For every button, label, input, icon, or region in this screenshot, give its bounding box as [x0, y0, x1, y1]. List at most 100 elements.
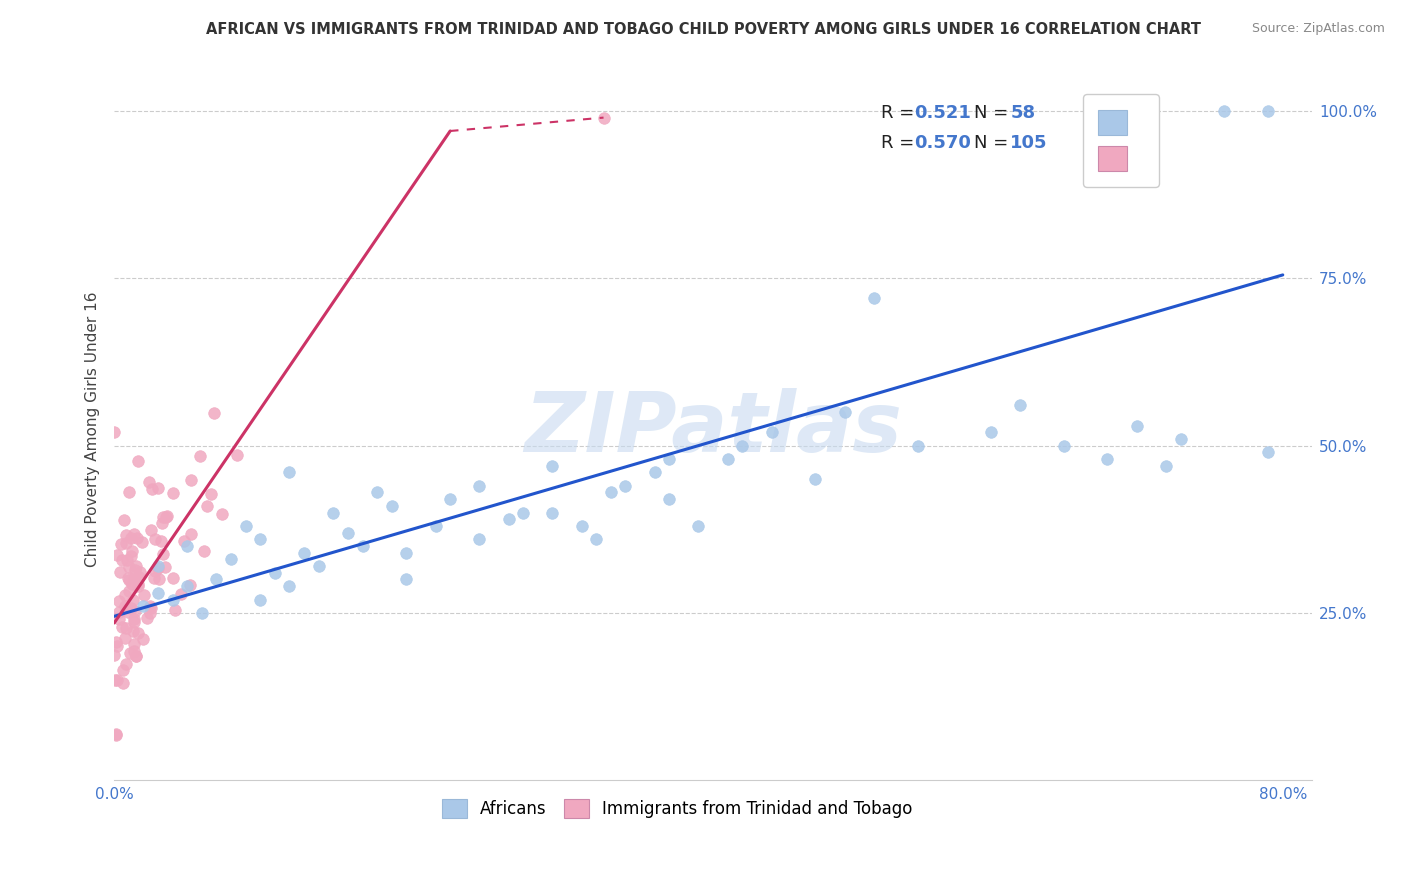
- Point: [1008, 399, 1031, 413]
- Point: [263, 566, 285, 580]
- Point: [1213, 103, 1236, 118]
- Point: [139, 606, 162, 620]
- Point: [155, 508, 177, 523]
- Point: [585, 533, 607, 547]
- Point: [152, 547, 174, 561]
- Point: [124, 563, 146, 577]
- Point: [1053, 439, 1076, 453]
- Point: [138, 599, 160, 613]
- Point: [125, 648, 148, 663]
- Text: N =: N =: [974, 104, 1014, 122]
- Point: [468, 479, 491, 493]
- Point: [117, 605, 139, 619]
- Point: [108, 566, 131, 580]
- Point: [599, 485, 621, 500]
- Point: [292, 546, 315, 560]
- Legend: Africans, Immigrants from Trinidad and Tobago: Africans, Immigrants from Trinidad and T…: [436, 793, 920, 825]
- Text: 0.570: 0.570: [914, 134, 972, 152]
- Point: [122, 527, 145, 541]
- Point: [219, 552, 242, 566]
- Point: [103, 648, 125, 662]
- Point: [120, 532, 142, 546]
- Point: [191, 606, 214, 620]
- Point: [105, 728, 128, 742]
- Point: [395, 546, 418, 560]
- Point: [122, 593, 145, 607]
- Point: [118, 573, 141, 587]
- Point: [124, 612, 146, 626]
- Point: [592, 111, 614, 125]
- Point: [162, 592, 184, 607]
- Point: [225, 448, 247, 462]
- Point: [124, 558, 146, 573]
- Text: Source: ZipAtlas.com: Source: ZipAtlas.com: [1251, 22, 1385, 36]
- Point: [122, 615, 145, 629]
- Point: [114, 657, 136, 672]
- Point: [122, 644, 145, 658]
- Point: [104, 635, 127, 649]
- Point: [107, 612, 129, 626]
- Point: [125, 532, 148, 546]
- Point: [658, 492, 681, 507]
- Point: [468, 533, 491, 547]
- Point: [118, 584, 141, 599]
- Point: [127, 454, 149, 468]
- Point: [104, 727, 127, 741]
- Point: [146, 560, 169, 574]
- Point: [170, 587, 193, 601]
- Point: [278, 579, 301, 593]
- Point: [200, 486, 222, 500]
- Point: [308, 559, 330, 574]
- Point: [103, 425, 125, 440]
- Point: [717, 452, 740, 467]
- Point: [127, 626, 149, 640]
- Point: [139, 524, 162, 538]
- Point: [731, 439, 754, 453]
- Point: [138, 475, 160, 489]
- Point: [249, 592, 271, 607]
- Point: [150, 516, 173, 531]
- Text: 105: 105: [1010, 134, 1047, 152]
- Point: [122, 571, 145, 585]
- Point: [366, 485, 388, 500]
- Point: [761, 425, 783, 440]
- Point: [141, 482, 163, 496]
- Point: [512, 506, 534, 520]
- Point: [162, 486, 184, 500]
- Point: [105, 640, 128, 654]
- Point: [114, 588, 136, 602]
- Point: [128, 566, 150, 580]
- Point: [179, 578, 201, 592]
- Point: [142, 571, 165, 585]
- Text: R =: R =: [880, 134, 920, 152]
- Point: [541, 458, 564, 473]
- Point: [146, 559, 169, 574]
- Point: [132, 632, 155, 647]
- Point: [155, 510, 177, 524]
- Point: [322, 506, 344, 520]
- Point: [541, 506, 564, 520]
- Point: [425, 519, 447, 533]
- Point: [145, 532, 167, 546]
- Point: [1257, 103, 1279, 118]
- Point: [121, 544, 143, 558]
- Point: [439, 492, 461, 507]
- Point: [104, 673, 127, 688]
- Point: [804, 472, 827, 486]
- Point: [122, 638, 145, 652]
- Point: [148, 572, 170, 586]
- Point: [862, 291, 884, 305]
- Point: [132, 588, 155, 602]
- Point: [155, 560, 177, 574]
- Point: [395, 573, 418, 587]
- Point: [143, 564, 166, 578]
- Point: [127, 576, 149, 591]
- Point: [1154, 458, 1177, 473]
- Point: [688, 519, 710, 533]
- Point: [381, 499, 404, 513]
- Point: [110, 537, 132, 551]
- Text: R =: R =: [880, 104, 920, 122]
- Point: [105, 548, 128, 562]
- Point: [124, 604, 146, 618]
- Point: [173, 534, 195, 549]
